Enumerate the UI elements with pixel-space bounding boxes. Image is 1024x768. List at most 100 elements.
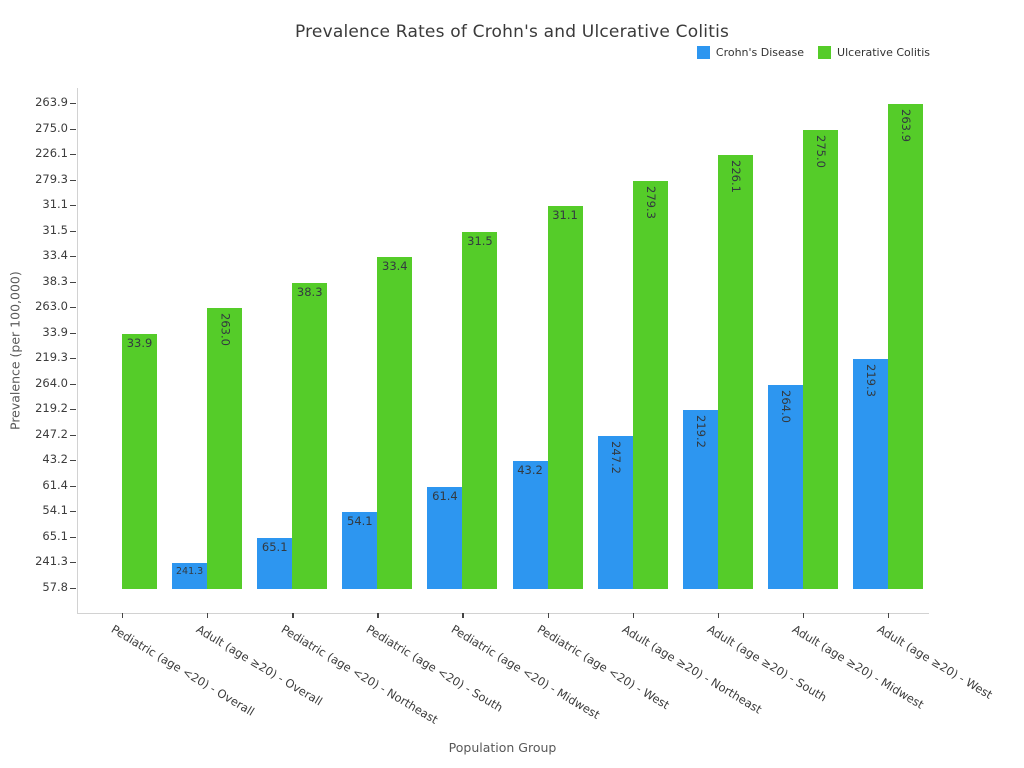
bar-value-label: 54.1	[347, 514, 373, 529]
y-tick-mark	[70, 154, 76, 156]
legend-label-ulcerative: Ulcerative Colitis	[837, 46, 930, 59]
bar-crohns-disease	[767, 384, 803, 589]
y-tick-mark	[70, 205, 76, 207]
y-tick-mark	[70, 409, 76, 411]
x-tick-mark	[292, 613, 294, 618]
y-tick-label: 31.5	[42, 222, 68, 237]
bar-ulcerative-colitis	[887, 104, 923, 589]
bar-value-label: 263.9	[888, 109, 923, 142]
y-tick-mark	[70, 588, 76, 589]
y-tick-mark	[70, 179, 76, 181]
y-tick-label: 247.2	[35, 426, 68, 441]
bar-ulcerative-colitis	[377, 257, 413, 589]
y-tick-mark	[70, 485, 76, 487]
bar-value-text: 226.1	[729, 160, 744, 193]
bar-ulcerative-colitis	[292, 282, 328, 589]
y-tick-mark	[70, 536, 76, 538]
bar-value-label: 241.3	[176, 566, 204, 578]
bar-crohns-disease	[852, 359, 888, 589]
bar-value-label: 43.2	[517, 463, 543, 478]
chart-title: Prevalence Rates of Crohn's and Ulcerati…	[294, 22, 730, 42]
y-tick-mark	[70, 307, 76, 309]
y-tick-label: 279.3	[35, 171, 68, 186]
y-tick-label: 38.3	[42, 273, 68, 288]
x-axis-title: Population Group	[448, 740, 557, 755]
y-tick-label: 33.4	[42, 248, 68, 263]
bar-value-label: 275.0	[803, 135, 838, 168]
y-tick-label: 241.3	[35, 554, 68, 569]
bar-crohns-disease	[342, 512, 378, 589]
bar-ulcerative-colitis	[122, 333, 157, 589]
y-tick-mark	[70, 256, 76, 258]
bar-value-text: 279.3	[643, 185, 658, 219]
y-tick-label: 43.2	[42, 452, 68, 467]
bar-crohns-disease	[427, 486, 463, 589]
bar-value-text: 264.0	[779, 389, 794, 423]
x-tick-mark	[122, 613, 124, 618]
x-tick-mark	[632, 613, 634, 618]
bar-value-text: 263.0	[218, 313, 233, 347]
bar-value-label: 38.3	[296, 284, 323, 299]
y-tick-label: 219.2	[35, 401, 68, 416]
bar-value-text: 219.3	[864, 364, 879, 398]
bar-crohns-disease	[257, 537, 293, 589]
bar-value-text: 219.2	[694, 415, 709, 449]
bar-ulcerative-colitis	[717, 155, 753, 589]
bar-ulcerative-colitis	[802, 129, 838, 589]
y-tick-label: 57.8	[42, 580, 68, 594]
bar-value-label: 61.4	[432, 488, 458, 503]
bar-crohns-disease	[682, 410, 718, 589]
plot-area	[77, 88, 929, 614]
legend-label-crohns: Crohn's Disease	[715, 46, 805, 59]
bar-value-label: 65.1	[261, 539, 288, 554]
y-tick-label: 61.4	[42, 477, 68, 492]
bar-value-label: 33.4	[382, 259, 408, 274]
y-tick-label: 219.3	[35, 350, 68, 365]
bar-crohns-disease	[597, 435, 633, 589]
y-tick-mark	[70, 358, 76, 360]
bar-ulcerative-colitis	[207, 308, 243, 589]
bar-value-label: 31.5	[467, 233, 493, 248]
bar-value-label: 33.9	[126, 335, 153, 350]
y-tick-label: 263.9	[35, 95, 68, 109]
bar-crohns-disease	[512, 461, 548, 589]
x-tick-mark	[887, 613, 890, 618]
y-tick-label: 33.9	[42, 324, 68, 339]
bar-value-label: 264.0	[768, 390, 803, 423]
y-tick-mark	[70, 511, 76, 513]
legend-item-ulcerative: Ulcerative Colitis	[818, 46, 930, 59]
y-tick-mark	[70, 562, 76, 564]
y-tick-label: 31.1	[42, 197, 68, 212]
y-tick-label: 275.0	[35, 120, 68, 135]
x-tick-mark	[462, 613, 464, 618]
bar-ulcerative-colitis	[547, 206, 583, 589]
x-tick-mark	[377, 613, 379, 618]
y-tick-mark	[70, 383, 76, 385]
bar-value-label: 279.3	[633, 186, 668, 219]
y-tick-label: 226.1	[35, 146, 68, 161]
y-tick-label: 65.1	[42, 528, 68, 543]
x-tick-label: Pediatric (age <20) - Midwest	[449, 622, 603, 722]
y-tick-mark	[70, 332, 76, 334]
x-tick-label: Pediatric (age <20) - Overall	[108, 622, 257, 719]
x-tick-label: Pediatric (age <20) - South	[364, 622, 506, 715]
y-tick-mark	[70, 230, 76, 232]
bar-value-label: 219.3	[853, 364, 888, 397]
bar-crohns-disease	[172, 563, 208, 589]
x-tick-label: Adult (age ≥20) - Northeast	[619, 622, 764, 717]
bar-value-label: 219.2	[683, 415, 718, 448]
bar-value-label: 247.2	[598, 441, 633, 474]
legend-item-crohns: Crohn's Disease	[696, 46, 805, 59]
y-tick-label: 54.1	[42, 503, 68, 518]
y-tick-mark	[70, 128, 76, 130]
legend: Crohn's Disease Ulcerative Colitis	[696, 46, 930, 59]
ulcerative-colitis-swatch-icon	[818, 46, 832, 59]
bar-value-label: 226.1	[718, 160, 753, 193]
x-tick-mark	[207, 613, 209, 618]
x-tick-mark	[547, 613, 549, 618]
bar-ulcerative-colitis	[462, 231, 498, 589]
bar-value-label: 263.0	[207, 313, 242, 346]
y-tick-mark	[70, 103, 76, 104]
y-tick-label: 263.0	[35, 299, 68, 314]
